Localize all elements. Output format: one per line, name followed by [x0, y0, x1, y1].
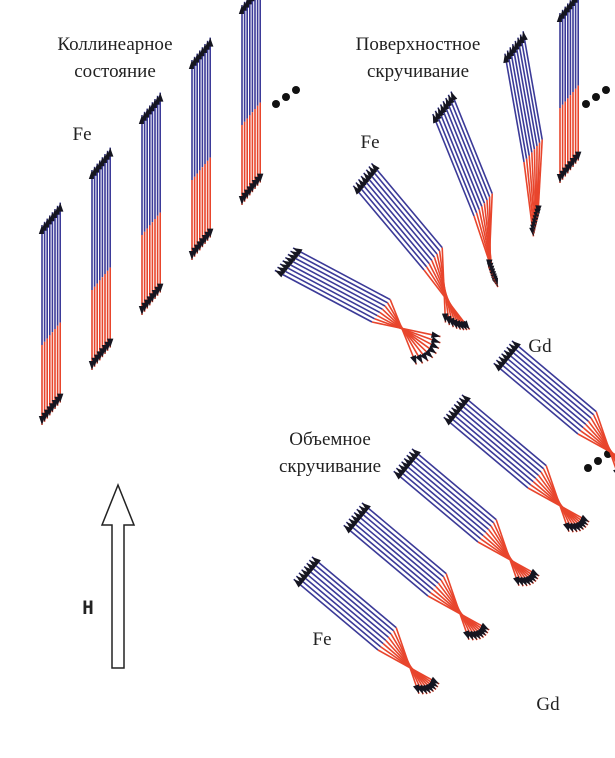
field-arrow [102, 485, 134, 668]
fe-moment [344, 525, 428, 596]
layer-label: Fe [73, 124, 92, 145]
fe-moment [512, 341, 596, 412]
layer-label: Gd [528, 336, 552, 357]
panel-title: Коллинеарное [57, 34, 172, 55]
fe-moment [449, 411, 533, 482]
fe-moment [435, 111, 476, 213]
fe-moment-head [522, 31, 528, 40]
panel-title: Объемное [289, 429, 371, 450]
gd-moment-head [513, 576, 519, 586]
fe-moment [454, 404, 538, 475]
fe-moment [307, 563, 391, 634]
fe-moment [407, 455, 491, 526]
fe-moment [357, 509, 441, 580]
fe-moment [402, 462, 486, 533]
panel-title: скручивание [279, 456, 381, 477]
fe-moment [356, 183, 427, 267]
fe-moment [433, 114, 474, 216]
fe-moment [446, 414, 530, 485]
gd-moment-head [463, 630, 469, 640]
fe-moment [446, 98, 487, 200]
fe-moment [504, 350, 588, 421]
fe-moment [371, 163, 442, 247]
fe-moment [352, 516, 436, 587]
fe-moment [361, 176, 432, 260]
fe-moment [304, 566, 388, 637]
fe-moment [451, 92, 492, 194]
field-label: H [82, 597, 93, 619]
fe-moment [396, 468, 480, 539]
fe-moment [394, 471, 478, 542]
panel-title: скручивание [367, 61, 469, 82]
layer-label: Fe [313, 629, 332, 650]
fe-moment [358, 179, 429, 263]
layer-label: Fe [361, 132, 380, 153]
fe-moment [499, 357, 583, 428]
fe-moment [441, 104, 482, 206]
fe-moment [296, 576, 380, 647]
fe-moment [452, 408, 536, 479]
fe-moment [354, 512, 438, 583]
fe-moment [294, 579, 378, 650]
fe-moment [404, 458, 488, 529]
fe-moment [459, 398, 543, 469]
fe-moment [443, 101, 484, 203]
fe-moment [309, 560, 393, 631]
fe-moment [366, 170, 437, 254]
fe-moment [399, 465, 483, 536]
fe-moment [444, 417, 528, 488]
fe-moment [448, 95, 489, 197]
fe-moment [457, 401, 541, 472]
fe-moment [494, 363, 578, 434]
fe-moment [346, 522, 430, 593]
layer-label: Gd [536, 694, 560, 715]
fe-moment [462, 395, 546, 466]
fe-moment [353, 186, 424, 270]
fe-moment [409, 452, 493, 523]
gd-moment-head [563, 522, 569, 532]
gd-moment [388, 303, 423, 364]
panel-title: состояние [74, 61, 156, 82]
gd-moment [385, 306, 428, 361]
gd-moment-head [413, 684, 419, 694]
diagram: Коллинеарное состояние Fe Поверхностное … [0, 0, 615, 758]
fe-moment [349, 519, 433, 590]
gd-moment [375, 319, 441, 343]
fe-moment [364, 173, 435, 257]
fe-moment [359, 506, 443, 577]
fe-moment [496, 360, 580, 431]
fe-moment [507, 347, 591, 418]
gd-moment-head [410, 355, 416, 365]
fe-moment-head [451, 92, 457, 102]
fe-moment [502, 354, 586, 425]
fe-moment [312, 557, 396, 628]
fe-moment [438, 108, 479, 210]
fe-moment [369, 167, 440, 251]
panel-title: Поверхностное [356, 34, 481, 55]
fe-moment [362, 503, 446, 574]
fe-moment [412, 449, 496, 520]
